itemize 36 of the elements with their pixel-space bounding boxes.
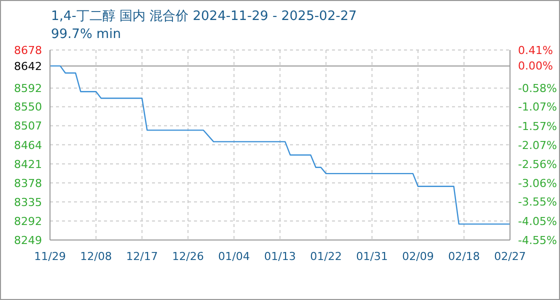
x-tick-label: 12/17: [126, 250, 158, 263]
y-tick-label: 8592: [14, 82, 42, 96]
y2-tick-label: -1.57%: [518, 120, 557, 133]
x-tick-label: 12/08: [80, 250, 112, 263]
y-tick-label: 8378: [14, 176, 42, 190]
y2-tick-label: -4.05%: [518, 214, 557, 228]
y-tick-label: 8292: [14, 214, 42, 228]
x-tick-label: 01/31: [356, 250, 388, 263]
chart-title: 1,4-丁二醇 国内 混合价 2024-11-29 - 2025-02-27: [51, 8, 357, 25]
x-tick-label: 02/27: [494, 250, 526, 263]
y2-tick-label: -3.06%: [518, 176, 557, 190]
x-tick-label: 12/26: [172, 250, 204, 263]
x-tick-label: 01/22: [310, 250, 342, 263]
y-tick-label: 8464: [14, 138, 42, 152]
y-tick-label: 8421: [14, 158, 42, 171]
x-tick-label: 01/13: [264, 250, 296, 263]
y2-tick-label: -1.07%: [518, 100, 557, 114]
y2-tick-label: -2.56%: [518, 158, 557, 171]
y2-tick-label: -4.55%: [518, 234, 557, 247]
y-tick-label: 8550: [14, 100, 42, 114]
y2-tick-label: -2.07%: [518, 139, 557, 152]
y-tick-label: 8249: [14, 234, 42, 247]
y-tick-label: 8507: [14, 120, 42, 133]
y2-tick-label: 0.00%: [518, 60, 553, 73]
x-tick-label: 02/18: [448, 250, 480, 263]
y2-tick-label: -0.58%: [518, 82, 557, 95]
y2-tick-label: 0.41%: [518, 44, 553, 57]
x-tick-label: 02/09: [402, 250, 434, 263]
y-tick-label: 8678: [14, 44, 42, 57]
chart-subtitle: 99.7% min: [51, 27, 121, 42]
y-tick-label: 8642: [14, 60, 42, 73]
x-tick-label: 11/29: [34, 250, 66, 263]
x-tick-label: 01/04: [218, 250, 250, 263]
y2-tick-label: -3.55%: [518, 196, 557, 209]
y-tick-label: 8335: [14, 196, 42, 209]
line-series: [50, 65, 510, 225]
